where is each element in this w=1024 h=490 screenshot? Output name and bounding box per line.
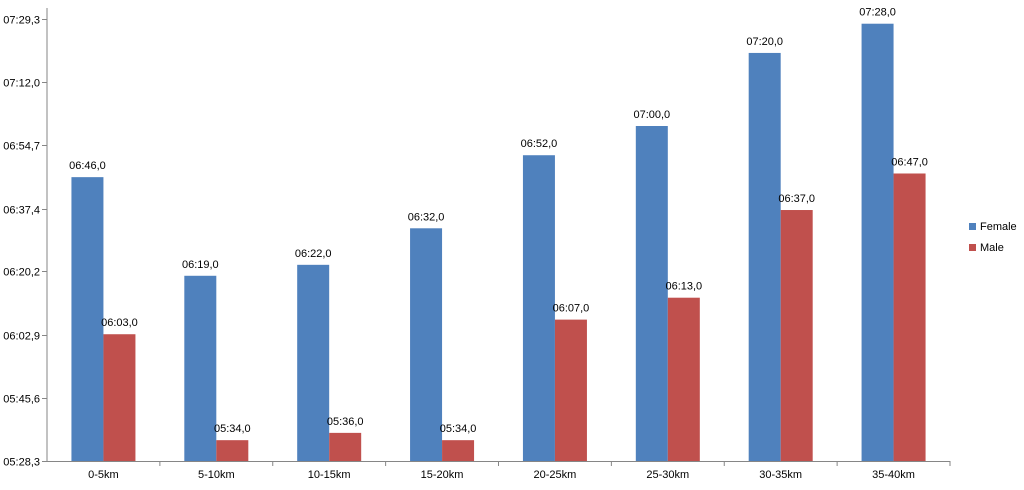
data-label-male: 06:47,0 xyxy=(891,156,928,168)
bar-female xyxy=(410,228,443,461)
data-label-male: 06:37,0 xyxy=(778,193,815,205)
bar-male xyxy=(780,210,813,461)
data-label-male: 06:03,0 xyxy=(101,317,138,329)
x-tick-label: 5-10km xyxy=(198,469,235,481)
y-tick-label: 06:54,7 xyxy=(3,141,40,153)
data-label-male: 06:13,0 xyxy=(665,281,702,293)
bar-male xyxy=(103,334,136,461)
data-label-female: 06:32,0 xyxy=(408,211,445,223)
data-label-male: 05:34,0 xyxy=(440,423,477,435)
y-tick-label: 05:45,6 xyxy=(3,394,40,406)
data-label-female: 07:00,0 xyxy=(633,109,670,121)
data-label-male: 05:36,0 xyxy=(327,416,364,428)
x-tick-label: 15-20km xyxy=(421,469,464,481)
x-tick-label: 0-5km xyxy=(88,469,119,481)
bar-female xyxy=(71,177,104,461)
legend-label-male: Male xyxy=(980,242,1004,254)
bars xyxy=(71,23,926,462)
bar-male xyxy=(893,173,926,461)
bar-female xyxy=(184,275,217,461)
x-tick-label: 35-40km xyxy=(872,469,915,481)
legend: Female Male xyxy=(969,221,1017,254)
data-label-female: 06:22,0 xyxy=(295,248,332,260)
y-tick-label: 06:02,9 xyxy=(3,331,40,343)
data-label-male: 06:07,0 xyxy=(553,303,590,315)
x-tick-label: 30-35km xyxy=(759,469,802,481)
data-label-male: 05:34,0 xyxy=(214,423,251,435)
y-tick-label: 06:20,2 xyxy=(3,267,40,279)
x-tick-label: 20-25km xyxy=(534,469,577,481)
y-tick-label: 06:37,4 xyxy=(3,205,40,217)
data-label-female: 07:28,0 xyxy=(859,7,896,19)
bar-female xyxy=(861,23,894,462)
bar-male xyxy=(216,440,249,461)
data-label-female: 06:19,0 xyxy=(182,259,219,271)
y-tick-label: 07:29,3 xyxy=(3,15,40,27)
bar-female xyxy=(635,125,668,461)
bar-male xyxy=(329,432,362,461)
y-axis: 05:28,3 05:45,6 06:02,9 06:20,2 06:37,4 06:54… xyxy=(3,8,48,469)
legend-swatch-male xyxy=(969,244,976,251)
data-label-female: 06:52,0 xyxy=(521,138,558,150)
bar-female xyxy=(748,52,781,461)
bar-male xyxy=(667,297,700,461)
data-labels: 06:46,0 06:03,0 06:19,0 05:34,0 06:22,0 05:36… xyxy=(69,7,928,435)
x-axis: 0-5km 5-10km 10-15km 15-20km 20-25km 25-30km 3… xyxy=(47,461,951,481)
bar-male xyxy=(442,440,475,461)
x-tick-label: 25-30km xyxy=(646,469,689,481)
y-tick-label: 05:28,3 xyxy=(3,457,40,469)
legend-label-female: Female xyxy=(980,221,1017,233)
x-tick-label: 10-15km xyxy=(308,469,351,481)
legend-swatch-female xyxy=(969,223,976,230)
bar-female xyxy=(297,264,330,461)
bar-female xyxy=(522,155,555,461)
bar-male xyxy=(554,319,587,461)
data-label-female: 06:46,0 xyxy=(69,160,106,172)
y-tick-label: 07:12,0 xyxy=(3,78,40,90)
data-label-female: 07:20,0 xyxy=(746,36,783,48)
